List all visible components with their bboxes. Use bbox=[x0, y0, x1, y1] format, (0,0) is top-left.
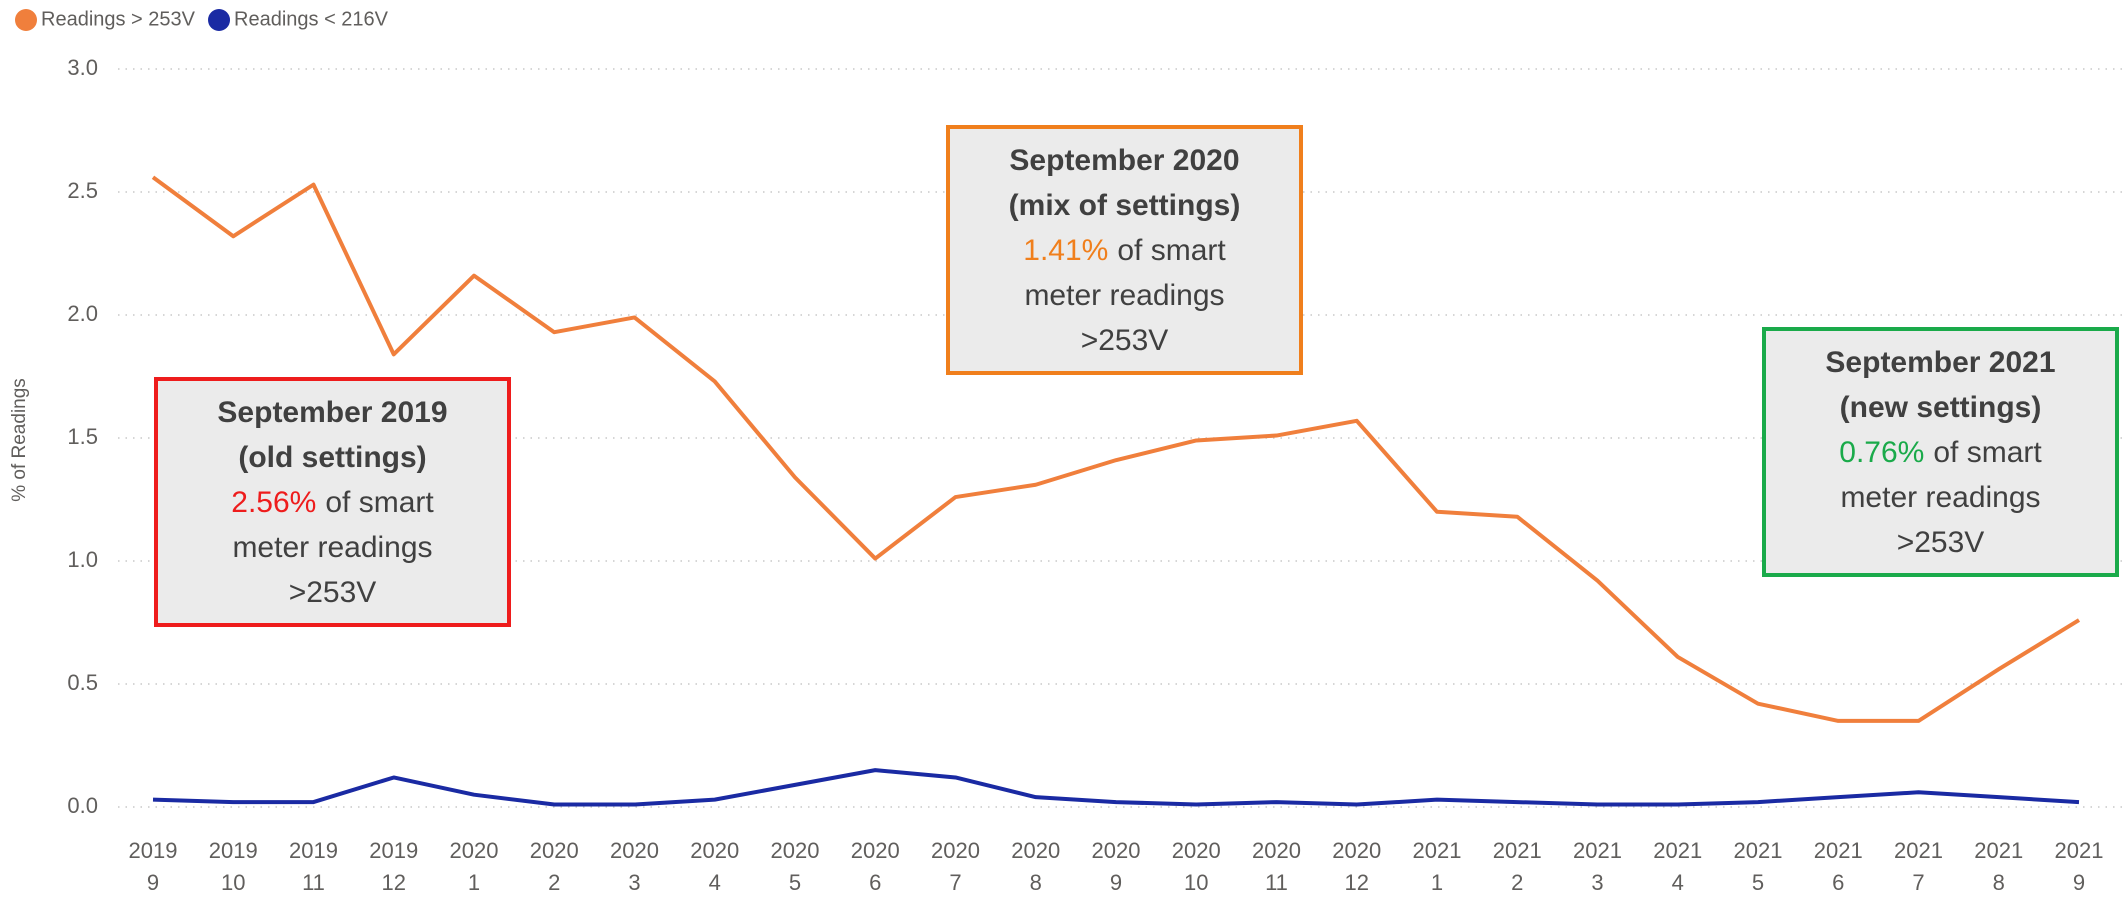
x-tick-label: 4 bbox=[709, 870, 721, 895]
x-tick-label: 2 bbox=[1511, 870, 1523, 895]
x-tick-label: 2020 bbox=[851, 838, 900, 863]
x-tick-label: 2020 bbox=[610, 838, 659, 863]
x-tick-label: 2019 bbox=[289, 838, 338, 863]
annotation-box bbox=[154, 377, 511, 627]
x-tick-label: 2020 bbox=[1252, 838, 1301, 863]
y-tick-label: 0.0 bbox=[67, 793, 98, 818]
y-tick-label: 1.0 bbox=[67, 547, 98, 572]
annotation-box bbox=[946, 125, 1303, 375]
y-tick-label: 3.0 bbox=[67, 55, 98, 80]
x-tick-label: 2021 bbox=[1493, 838, 1542, 863]
x-tick-label: 2019 bbox=[209, 838, 258, 863]
x-tick-label: 11 bbox=[1265, 870, 1288, 895]
annotation-highlight: 2.56% bbox=[231, 486, 316, 519]
annotation-title: September 2019 bbox=[217, 396, 447, 429]
x-tick-label: 7 bbox=[1912, 870, 1924, 895]
x-tick-label: 2019 bbox=[369, 838, 418, 863]
x-tick-label: 5 bbox=[789, 870, 801, 895]
annotation-line: >253V bbox=[1897, 526, 1985, 559]
y-axis-label: % of Readings bbox=[9, 378, 30, 502]
x-tick-label: 2021 bbox=[1734, 838, 1783, 863]
x-tick-label: 2021 bbox=[1814, 838, 1863, 863]
x-tick-label: 2 bbox=[548, 870, 560, 895]
annotation-box bbox=[1762, 327, 2119, 577]
x-tick-label: 2021 bbox=[1573, 838, 1622, 863]
x-tick-label: 9 bbox=[147, 870, 159, 895]
x-tick-label: 8 bbox=[1993, 870, 2005, 895]
x-tick-label: 2020 bbox=[931, 838, 980, 863]
x-tick-label: 9 bbox=[1110, 870, 1122, 895]
annotation-line: meter readings bbox=[232, 531, 432, 564]
x-tick-label: 5 bbox=[1752, 870, 1764, 895]
x-tick-label: 1 bbox=[1431, 870, 1443, 895]
y-tick-label: 2.0 bbox=[67, 301, 98, 326]
annotation-line: meter readings bbox=[1840, 481, 2040, 514]
x-tick-label: 4 bbox=[1672, 870, 1684, 895]
x-tick-label: 12 bbox=[382, 870, 406, 895]
x-tick-label: 2020 bbox=[1092, 838, 1141, 863]
annotation-title: September 2020 bbox=[1009, 144, 1239, 177]
x-tick-label: 2020 bbox=[771, 838, 820, 863]
series-line bbox=[151, 175, 2081, 723]
annotation-title: September 2021 bbox=[1825, 346, 2055, 379]
annotation-text: of smart bbox=[325, 486, 434, 519]
annotation-highlight: 0.76% bbox=[1839, 436, 1924, 469]
annotation-subtitle: (old settings) bbox=[238, 441, 426, 474]
y-tick-label: 0.5 bbox=[67, 670, 98, 695]
x-tick-label: 2021 bbox=[2055, 838, 2104, 863]
y-tick-label: 1.5 bbox=[67, 424, 98, 449]
x-tick-label: 3 bbox=[628, 870, 640, 895]
annotation-text: of smart bbox=[1117, 234, 1226, 267]
annotation-line: 2.56% of smart bbox=[231, 486, 434, 519]
x-tick-label: 10 bbox=[221, 870, 245, 895]
x-tick-label: 2020 bbox=[530, 838, 579, 863]
annotation-line: >253V bbox=[289, 576, 377, 609]
annotation-subtitle: (mix of settings) bbox=[1009, 189, 1241, 222]
legend-label: Readings > 253V bbox=[41, 8, 196, 30]
x-tick-label: 2019 bbox=[129, 838, 178, 863]
x-tick-label: 1 bbox=[468, 870, 480, 895]
x-tick-label: 10 bbox=[1184, 870, 1208, 895]
annotation-highlight: 1.41% bbox=[1023, 234, 1108, 267]
x-tick-label: 6 bbox=[1832, 870, 1844, 895]
x-tick-label: 6 bbox=[869, 870, 881, 895]
x-tick-label: 2020 bbox=[1011, 838, 1060, 863]
x-tick-label: 2020 bbox=[450, 838, 499, 863]
x-tick-label: 2021 bbox=[1974, 838, 2023, 863]
annotation-line: meter readings bbox=[1024, 279, 1224, 312]
series-line bbox=[152, 768, 2080, 807]
x-tick-label: 2020 bbox=[1332, 838, 1381, 863]
legend-label: Readings < 216V bbox=[234, 8, 389, 30]
x-tick-label: 7 bbox=[949, 870, 961, 895]
legend-marker bbox=[208, 9, 231, 31]
legend-marker bbox=[15, 9, 37, 31]
annotation-line: 1.41% of smart bbox=[1023, 234, 1226, 267]
annotation-line: 0.76% of smart bbox=[1839, 436, 2042, 469]
x-tick-label: 2021 bbox=[1894, 838, 1943, 863]
x-tick-label: 2021 bbox=[1653, 838, 1702, 863]
annotation-text: of smart bbox=[1933, 436, 2042, 469]
x-tick-label: 9 bbox=[2073, 870, 2085, 895]
x-tick-label: 8 bbox=[1030, 870, 1042, 895]
x-tick-label: 3 bbox=[1591, 870, 1603, 895]
y-tick-label: 2.5 bbox=[67, 178, 98, 203]
x-tick-label: 2021 bbox=[1413, 838, 1462, 863]
annotation-subtitle: (new settings) bbox=[1840, 391, 2042, 424]
x-tick-label: 2020 bbox=[1172, 838, 1221, 863]
x-tick-label: 11 bbox=[302, 870, 325, 895]
x-tick-label: 12 bbox=[1345, 870, 1369, 895]
annotation-line: >253V bbox=[1081, 324, 1169, 357]
x-tick-label: 2020 bbox=[690, 838, 739, 863]
